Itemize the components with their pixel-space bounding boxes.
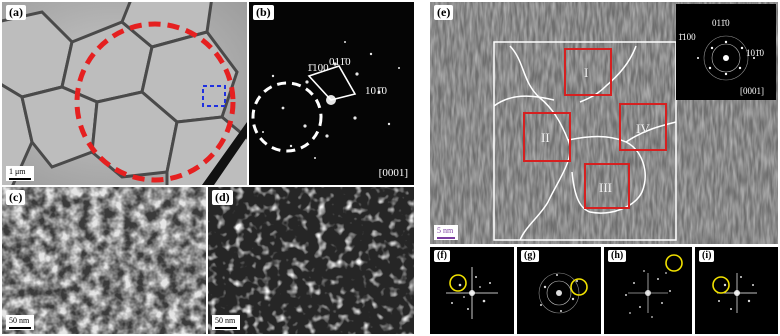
panel-e-label: (e) <box>434 5 454 20</box>
panel-c-label: (c) <box>6 190 26 205</box>
scale-bar-text: 5 nm <box>437 226 454 235</box>
index-1010: 101̄0 <box>365 85 387 97</box>
analysis-frame <box>493 41 677 241</box>
scale-bar-line <box>9 178 31 180</box>
region-box-4 <box>619 103 667 151</box>
region-label-3: III <box>599 180 612 195</box>
index-1100: 1̄100 <box>307 62 329 74</box>
panel-i-label: (i) <box>699 250 715 262</box>
region-box-3 <box>584 163 630 209</box>
inset-zone-axis: [0001] <box>740 86 764 96</box>
panel-b-diffraction <box>249 2 414 185</box>
region-label-2: II <box>541 130 550 145</box>
inset-index-1010: 101̄0 <box>746 48 765 58</box>
blue-dashed-box <box>202 85 226 107</box>
panel-a-image <box>2 2 247 185</box>
yellow-circle <box>665 254 683 272</box>
panel-g-label: (g) <box>521 250 539 262</box>
panel-a-label: (a) <box>6 5 26 20</box>
panel-d-scale-bar: 50 nm <box>212 315 240 330</box>
scale-bar-line <box>437 237 455 239</box>
panel-i: (i) <box>695 247 778 334</box>
panel-f-label: (f) <box>434 250 450 262</box>
region-label-1: I <box>584 65 588 80</box>
panel-f: (f) <box>430 247 514 334</box>
scale-bar-text: 1 μm <box>9 167 26 176</box>
scale-bar-line <box>9 327 31 329</box>
region-box-2 <box>523 112 571 162</box>
inset-index-1100: 1̄100 <box>678 32 696 42</box>
panel-g: (g) <box>517 247 601 334</box>
panel-e-scale-bar: 5 nm <box>434 225 458 240</box>
white-dashed-circle <box>251 81 323 153</box>
zone-axis-label: [0001] <box>378 167 408 179</box>
panel-d-image <box>208 187 414 334</box>
panel-h: (h) <box>604 247 692 334</box>
scale-bar-text: 50 nm <box>215 316 236 325</box>
panel-d: (d) 50 nm <box>208 187 414 334</box>
panel-d-label: (d) <box>212 190 233 205</box>
panel-c: (c) 50 nm <box>2 187 206 334</box>
panel-c-image <box>2 187 206 334</box>
panel-b-label: (b) <box>253 5 274 20</box>
region-box-1 <box>564 48 612 96</box>
index-0110: 011̄0 <box>329 56 351 68</box>
red-dashed-circle <box>74 21 236 183</box>
panel-e: I II III IV 1̄100 011̄0 101̄0 [0001] (e)… <box>430 2 778 244</box>
inset-index-0110: 011̄0 <box>712 18 730 28</box>
scale-bar-text: 50 nm <box>9 316 30 325</box>
panel-a: (a) 1 μm <box>2 2 247 185</box>
yellow-circle <box>449 274 467 292</box>
panel-b: (b) 1̄100 011̄0 101̄0 [0001] <box>249 2 414 185</box>
scale-bar-line <box>215 327 237 329</box>
panel-c-scale-bar: 50 nm <box>6 315 34 330</box>
panel-e-hrtem: I II III IV 1̄100 011̄0 101̄0 [0001] <box>430 2 778 244</box>
yellow-circle <box>570 278 588 296</box>
region-label-4: IV <box>636 121 650 136</box>
panel-a-scale-bar: 1 μm <box>6 166 34 181</box>
panel-h-label: (h) <box>608 250 627 262</box>
yellow-circle <box>712 276 730 294</box>
